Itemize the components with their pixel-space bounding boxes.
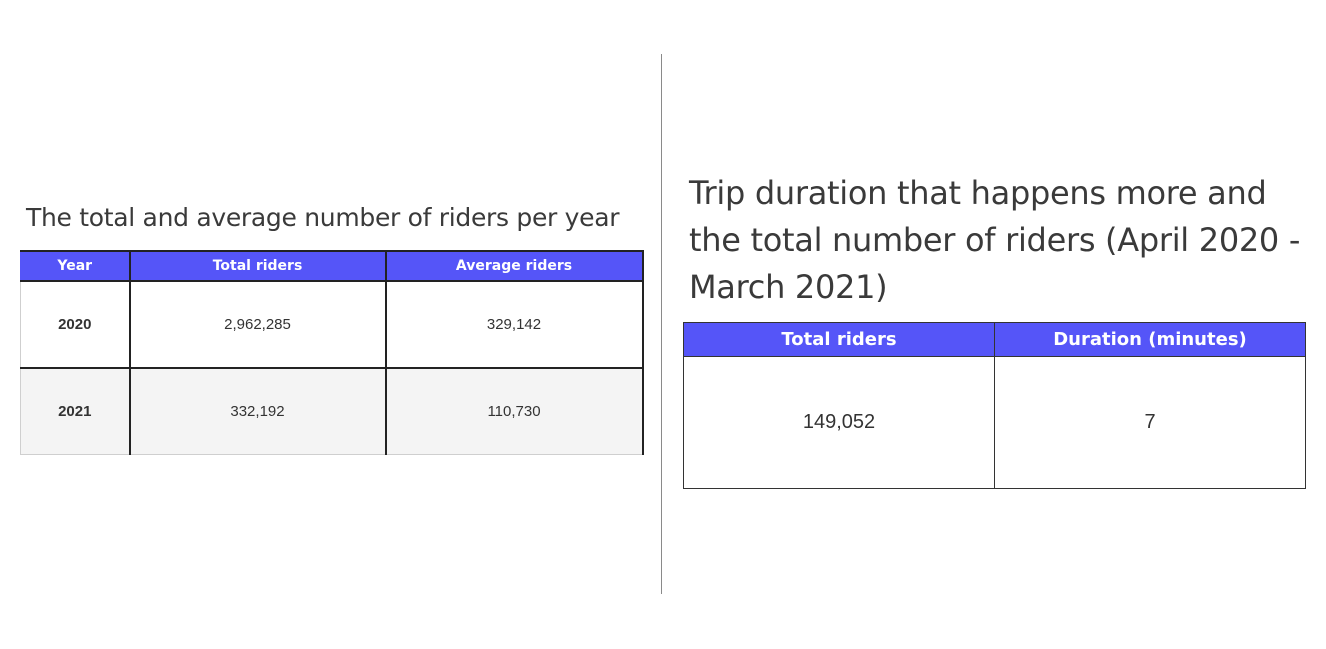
cell-total-riders: 332,192 bbox=[129, 368, 387, 455]
column-header-duration[interactable]: Duration (minutes) bbox=[994, 322, 1306, 357]
table-row: 2021 332,192 110,730 bbox=[20, 368, 644, 455]
table-header-row: Year Total riders Average riders bbox=[20, 250, 644, 282]
cell-duration: 7 bbox=[994, 356, 1306, 489]
cell-total-riders: 149,052 bbox=[683, 356, 995, 489]
table-header-row: Total riders Duration (minutes) bbox=[683, 322, 1306, 357]
cell-average-riders: 110,730 bbox=[385, 368, 644, 455]
cell-year: 2021 bbox=[20, 368, 131, 455]
column-header-total-riders[interactable]: Total riders bbox=[128, 250, 387, 282]
panel-divider bbox=[661, 54, 662, 594]
cell-average-riders: 329,142 bbox=[385, 281, 644, 369]
trip-duration-table: Total riders Duration (minutes) 149,052 … bbox=[683, 322, 1306, 489]
column-header-total-riders[interactable]: Total riders bbox=[683, 322, 995, 357]
table-row: 149,052 7 bbox=[683, 356, 1306, 489]
cell-total-riders: 2,962,285 bbox=[129, 281, 387, 369]
yearly-riders-table-title: The total and average number of riders p… bbox=[26, 203, 620, 232]
column-header-year[interactable]: Year bbox=[20, 250, 131, 282]
column-header-average-riders[interactable]: Average riders bbox=[384, 250, 644, 282]
yearly-riders-table: Year Total riders Average riders 2020 2,… bbox=[20, 250, 644, 455]
table-row: 2020 2,962,285 329,142 bbox=[20, 281, 644, 369]
trip-duration-table-title: Trip duration that happens more and the … bbox=[689, 174, 1301, 306]
cell-year: 2020 bbox=[20, 281, 131, 369]
